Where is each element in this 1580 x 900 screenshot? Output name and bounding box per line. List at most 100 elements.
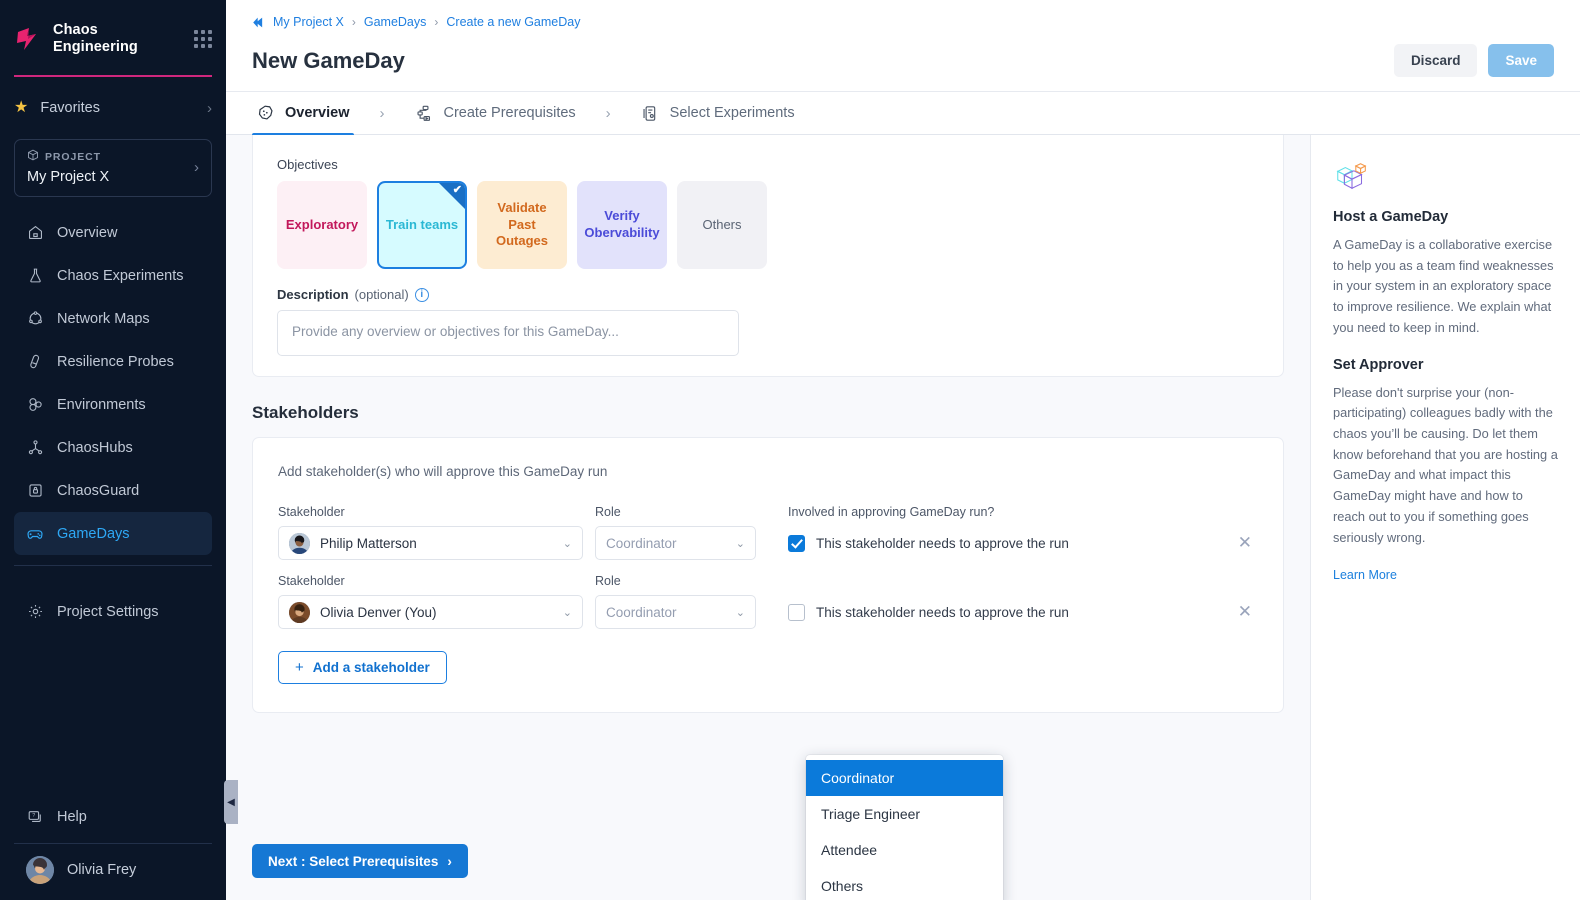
breadcrumb-link-gamedays[interactable]: GameDays <box>363 15 427 29</box>
stakeholders-column-headers-2: Stakeholder Role <box>278 574 1258 595</box>
body-wrap: Objectives Exploratory ✔ Train teams Val… <box>226 135 1580 900</box>
dropdown-option-triage-engineer[interactable]: Triage Engineer <box>821 806 921 822</box>
chevron-down-icon: ⌄ <box>735 606 745 619</box>
stakeholder-select[interactable]: Philip Matterson ⌄ <box>278 526 583 560</box>
overview-card: Objectives Exploratory ✔ Train teams Val… <box>252 135 1284 377</box>
dropdown-option-coordinator[interactable]: Coordinator <box>806 760 1003 796</box>
stakeholder-name: Olivia Denver (You) <box>320 604 437 620</box>
chevron-down-icon: ⌄ <box>562 606 572 619</box>
sidebar-item-label: Network Maps <box>57 310 150 327</box>
chevron-right-icon: › <box>447 853 452 869</box>
main-area: My Project X › GameDays › Create a new G… <box>226 0 1580 900</box>
form-content: Objectives Exploratory ✔ Train teams Val… <box>226 135 1310 900</box>
apps-grid-icon[interactable] <box>194 30 212 48</box>
tab-overview[interactable]: Overview <box>252 91 354 136</box>
sidebar-header: Chaos Engineering <box>0 0 226 77</box>
wizard-tabs: Overview › Create Prerequisites › Select… <box>226 91 1580 136</box>
prerequisites-icon <box>415 104 434 123</box>
sidebar-item-environments[interactable]: Environments <box>14 383 212 426</box>
col-header-stakeholder: Stakeholder <box>278 574 345 588</box>
description-optional: (optional) <box>354 287 409 302</box>
tab-create-prerequisites[interactable]: Create Prerequisites <box>411 91 580 135</box>
sidebar-item-label: Resilience Probes <box>57 353 174 370</box>
save-button[interactable]: Save <box>1488 44 1554 77</box>
breadcrumb-link-create[interactable]: Create a new GameDay <box>446 15 581 29</box>
stakeholder-select[interactable]: Olivia Denver (You) ⌄ <box>278 595 583 629</box>
top-bar: My Project X › GameDays › Create a new G… <box>226 0 1580 91</box>
approve-checkbox[interactable] <box>788 534 805 552</box>
stakeholders-column-headers: Stakeholder Role Involved in approving G… <box>278 505 1258 526</box>
objective-validate-past-outages[interactable]: Validate Past Outages <box>477 181 567 269</box>
sidebar-item-project-settings[interactable]: Project Settings <box>14 590 212 633</box>
left-sidebar: Chaos Engineering ★ Favorites › PROJE <box>0 0 238 900</box>
breadcrumb-project-icon <box>252 16 265 29</box>
brand-text: Chaos Engineering <box>53 22 138 56</box>
sidebar-item-gamedays[interactable]: GameDays <box>14 512 212 555</box>
project-label: PROJECT <box>45 150 101 163</box>
info-icon[interactable]: i <box>414 287 429 302</box>
brand-line1: Chaos <box>53 21 98 38</box>
next-select-prerequisites-button[interactable]: Next : Select Prerequisites › <box>252 844 468 878</box>
stakeholder-row: Philip Matterson ⌄ Coordinator ⌄ <box>278 526 1258 560</box>
description-input[interactable]: Provide any overview or objectives for t… <box>277 310 739 356</box>
tab-select-experiments[interactable]: Select Experiments <box>637 91 799 135</box>
objective-verify-obervability[interactable]: Verify Obervability <box>577 181 667 269</box>
sidebar-nav: Overview Chaos Experiments Network Maps … <box>0 211 226 555</box>
objective-others[interactable]: Others <box>677 181 767 269</box>
chevron-right-icon: › <box>351 15 356 29</box>
hub-icon <box>26 439 44 457</box>
description-label: Description (optional) i <box>277 287 1259 302</box>
sidebar-item-chaosguard[interactable]: ChaosGuard <box>14 469 212 512</box>
tab-label: Overview <box>285 105 350 121</box>
dropdown-option-others[interactable]: Others <box>821 878 864 894</box>
sidebar-item-network-maps[interactable]: Network Maps <box>14 297 212 340</box>
title-row: New GameDay Discard Save <box>252 44 1554 91</box>
sidebar-item-chaoshubs[interactable]: ChaosHubs <box>14 426 212 469</box>
objectives-group: Exploratory ✔ Train teams Validate Past … <box>277 181 1259 269</box>
lock-icon <box>26 482 44 500</box>
brand[interactable]: Chaos Engineering <box>14 16 212 62</box>
remove-stakeholder-button[interactable]: ✕ <box>1237 602 1252 621</box>
objective-train-teams[interactable]: ✔ Train teams <box>377 181 467 269</box>
sidebar-item-help[interactable]: ? Help <box>14 795 212 839</box>
breadcrumb-link-project[interactable]: My Project X <box>273 15 344 29</box>
sidebar-item-label: Environments <box>57 396 146 413</box>
sidebar-item-resilience-probes[interactable]: Resilience Probes <box>14 340 212 383</box>
role-dropdown-menu: Coordinator Triage Engineer Attendee Oth… <box>806 755 1003 900</box>
avatar <box>289 601 310 623</box>
sidebar-item-favorites[interactable]: ★ Favorites › <box>0 85 226 131</box>
overview-badge-icon <box>256 104 275 123</box>
sidebar-item-label: Chaos Experiments <box>57 267 184 284</box>
discard-button[interactable]: Discard <box>1393 44 1478 77</box>
check-icon: ✔ <box>452 184 462 196</box>
sidebar-collapse-handle[interactable]: ◀ <box>224 780 238 824</box>
remove-stakeholder-button[interactable]: ✕ <box>1237 533 1252 552</box>
brand-underline <box>14 75 212 77</box>
svg-text:?: ? <box>32 813 35 819</box>
col-header-role: Role <box>595 574 621 588</box>
cube-icon <box>27 149 39 164</box>
project-selector[interactable]: PROJECT My Project X › <box>14 139 212 197</box>
dropdown-option-attendee[interactable]: Attendee <box>821 842 878 858</box>
role-select[interactable]: Coordinator ⌄ <box>595 526 756 560</box>
chevron-down-icon: ⌄ <box>735 537 745 550</box>
add-stakeholder-button[interactable]: + Add a stakeholder <box>278 651 447 684</box>
objective-exploratory[interactable]: Exploratory <box>277 181 367 269</box>
sidebar-item-overview[interactable]: Overview <box>14 211 212 254</box>
panel-heading-host: Host a GameDay <box>1333 209 1449 225</box>
star-icon: ★ <box>14 99 29 116</box>
learn-more-link[interactable]: Learn More <box>1333 568 1397 583</box>
approve-checkbox[interactable] <box>788 603 805 621</box>
chevron-right-icon: › <box>207 99 212 117</box>
panel-paragraph-approver: Please don't surprise your (non-particip… <box>1333 384 1558 545</box>
role-select[interactable]: Coordinator ⌄ <box>595 595 756 629</box>
sidebar-item-chaos-experiments[interactable]: Chaos Experiments <box>14 254 212 297</box>
home-icon <box>26 224 44 242</box>
probe-icon <box>26 353 44 371</box>
cubes-icon <box>1333 159 1371 197</box>
plus-icon: + <box>295 659 304 676</box>
objectives-label: Objectives <box>277 157 338 172</box>
sidebar-user[interactable]: Olivia Frey <box>14 844 212 886</box>
stakeholder-name: Philip Matterson <box>320 535 417 551</box>
